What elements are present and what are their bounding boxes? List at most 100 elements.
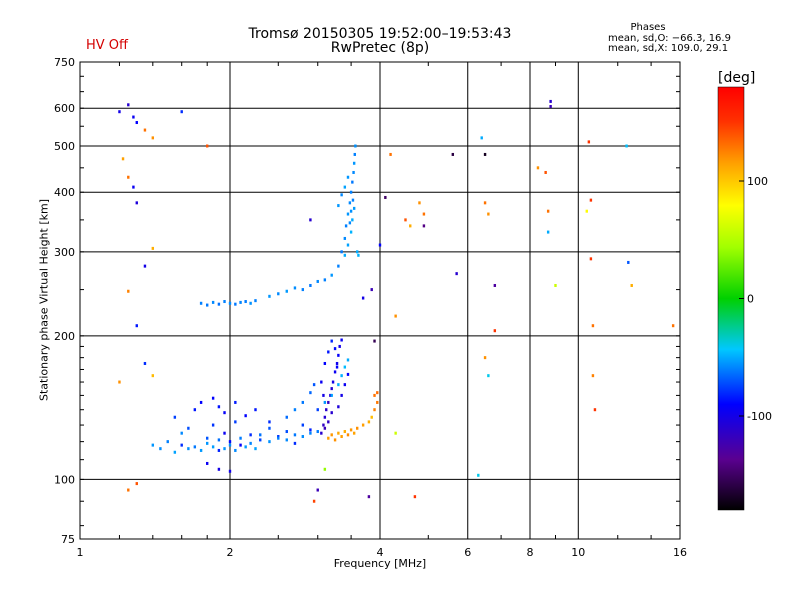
data-point	[277, 435, 280, 439]
data-point	[132, 115, 135, 119]
data-point	[312, 499, 316, 503]
data-point	[544, 170, 547, 174]
data-point	[309, 431, 312, 435]
data-point	[309, 428, 312, 432]
data-point	[337, 405, 340, 409]
data-point	[418, 201, 421, 205]
x-tick-label: 10	[571, 546, 585, 559]
data-point	[340, 338, 343, 342]
data-point	[309, 391, 312, 395]
data-point	[301, 288, 305, 292]
data-point	[340, 374, 343, 378]
data-point	[355, 250, 359, 254]
data-point	[352, 170, 355, 174]
data-point	[593, 408, 597, 412]
data-point	[549, 105, 552, 109]
data-point	[394, 314, 397, 318]
y-tick-label: 600	[54, 102, 75, 115]
data-point	[211, 396, 215, 400]
data-point	[330, 387, 333, 391]
data-point	[211, 445, 215, 449]
phase-stats-o: mean, sd,O: −66.3, 16.9	[608, 33, 731, 44]
data-point	[589, 198, 593, 202]
data-point	[409, 224, 412, 228]
data-point	[361, 296, 365, 300]
data-point	[337, 353, 340, 357]
data-point	[239, 443, 242, 447]
data-point	[546, 209, 550, 213]
data-point	[239, 436, 242, 440]
data-point	[323, 278, 327, 282]
data-point	[199, 400, 203, 404]
colorbar-tick-label: -100	[747, 410, 772, 423]
x-tick-label: 6	[464, 546, 471, 559]
y-tick-label: 500	[54, 140, 75, 153]
data-point	[127, 103, 130, 107]
data-point	[343, 253, 347, 257]
data-point	[330, 411, 333, 415]
data-point	[193, 445, 197, 449]
data-point	[483, 356, 487, 360]
data-point	[376, 400, 379, 404]
data-point	[337, 204, 340, 208]
data-point	[327, 350, 330, 354]
data-point	[205, 144, 209, 148]
data-point	[384, 195, 387, 199]
data-point	[349, 428, 353, 432]
plot-frame	[79, 61, 681, 540]
data-point	[352, 206, 356, 210]
data-point	[293, 433, 297, 437]
data-point	[348, 201, 352, 205]
data-point	[132, 185, 135, 189]
data-point	[239, 300, 242, 304]
data-point	[151, 246, 155, 250]
data-point	[493, 283, 497, 287]
data-point	[211, 300, 215, 304]
colorbar-label: [deg]	[718, 70, 756, 86]
data-point	[367, 495, 371, 499]
data-point	[585, 209, 588, 213]
data-point	[301, 423, 305, 427]
data-point	[352, 161, 356, 165]
data-point	[333, 438, 337, 442]
data-point	[589, 257, 593, 261]
data-point	[335, 361, 339, 365]
data-point	[293, 441, 297, 445]
data-point	[351, 198, 355, 202]
data-point	[151, 136, 155, 140]
data-point	[277, 436, 280, 440]
data-point	[483, 201, 487, 205]
data-point	[234, 420, 237, 424]
data-point	[587, 140, 591, 144]
data-point	[327, 400, 330, 404]
data-point	[127, 488, 130, 492]
data-point	[143, 264, 147, 268]
data-point	[254, 408, 257, 412]
data-point	[199, 301, 203, 305]
data-point	[234, 302, 237, 306]
data-point	[487, 374, 490, 378]
data-point	[329, 393, 332, 397]
x-axis-label: Frequency [MHz]	[333, 557, 427, 570]
data-point	[351, 180, 354, 184]
chart-title: Tromsø 20150305 19:52:00–19:53:43	[248, 26, 512, 42]
data-point	[143, 128, 147, 132]
data-point	[340, 435, 343, 439]
data-point	[259, 433, 262, 437]
data-point	[333, 370, 337, 374]
data-point	[487, 212, 490, 216]
data-point	[394, 431, 397, 435]
data-point	[322, 423, 325, 427]
data-point	[346, 243, 350, 247]
data-point	[351, 218, 354, 222]
data-point	[205, 436, 209, 440]
data-point	[340, 250, 343, 254]
data-point	[293, 408, 297, 412]
data-point	[316, 488, 319, 492]
data-point	[121, 157, 125, 161]
data-point	[159, 447, 162, 451]
data-point	[180, 110, 183, 114]
data-point	[546, 230, 550, 234]
data-point	[244, 445, 247, 449]
